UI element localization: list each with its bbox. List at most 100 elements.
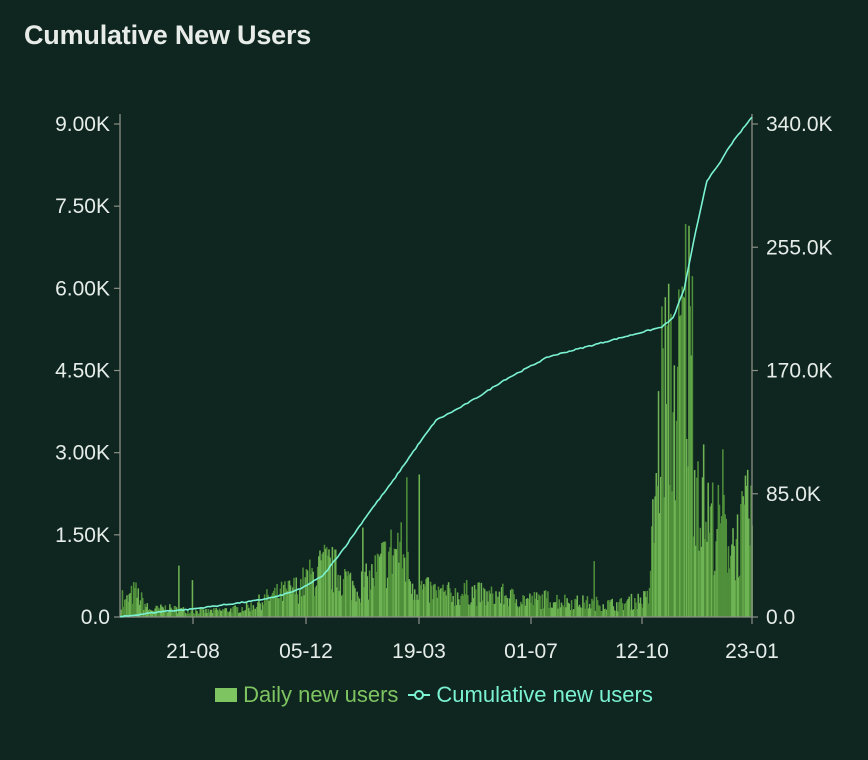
- daily-bar: [603, 609, 606, 617]
- daily-bar: [500, 587, 503, 617]
- daily-bar: [745, 485, 748, 617]
- daily-bar: [400, 522, 402, 617]
- daily-bar: [270, 595, 273, 617]
- daily-bar: [557, 608, 559, 617]
- daily-bar: [646, 590, 649, 617]
- daily-bar: [421, 589, 424, 617]
- daily-bar: [297, 603, 300, 617]
- daily-bar: [731, 544, 733, 617]
- daily-bar: [342, 579, 345, 617]
- daily-bar: [691, 276, 694, 617]
- daily-bar: [504, 595, 506, 617]
- daily-bar: [734, 580, 737, 617]
- daily-bar: [665, 404, 668, 617]
- daily-bar: [698, 550, 700, 617]
- daily-bar: [120, 609, 123, 617]
- daily-bar: [394, 549, 397, 617]
- legend-item-daily[interactable]: Daily new users: [215, 682, 398, 708]
- daily-bar: [650, 526, 653, 617]
- daily-bar: [438, 590, 441, 617]
- daily-bar: [707, 482, 709, 617]
- daily-bar: [240, 612, 242, 617]
- daily-bar: [349, 572, 352, 617]
- daily-bar: [542, 608, 545, 617]
- daily-bar: [459, 605, 461, 617]
- daily-bars-group: [119, 224, 753, 617]
- daily-bar: [324, 548, 327, 617]
- daily-bar: [175, 607, 178, 617]
- daily-bar: [191, 580, 194, 617]
- daily-bar: [130, 585, 133, 617]
- daily-bar: [144, 603, 146, 617]
- daily-bar: [253, 608, 256, 617]
- daily-bar: [338, 590, 340, 617]
- daily-bar: [722, 449, 724, 617]
- daily-bar: [180, 608, 182, 617]
- daily-bar: [635, 602, 637, 617]
- daily-bar: [713, 575, 715, 617]
- daily-bar: [714, 570, 716, 617]
- daily-bar: [570, 600, 573, 617]
- daily-bar: [290, 593, 293, 617]
- daily-bar: [418, 474, 421, 617]
- daily-bar: [152, 610, 154, 617]
- daily-bar: [575, 599, 577, 617]
- daily-bar: [687, 466, 689, 617]
- daily-bar: [664, 297, 667, 617]
- daily-bar: [505, 595, 507, 617]
- daily-bar: [416, 594, 418, 617]
- daily-bar: [196, 610, 198, 617]
- daily-bar: [403, 557, 406, 617]
- daily-bar: [584, 608, 586, 617]
- daily-bar: [512, 589, 514, 617]
- daily-bar: [583, 602, 585, 617]
- daily-bar: [205, 608, 207, 617]
- daily-bar: [202, 609, 205, 617]
- daily-bar: [474, 589, 477, 617]
- daily-bar: [609, 602, 611, 617]
- daily-bar: [693, 470, 696, 617]
- daily-bar: [281, 600, 284, 617]
- daily-bar: [590, 608, 592, 617]
- daily-bar: [463, 583, 466, 617]
- daily-bar: [511, 588, 513, 617]
- daily-bar: [208, 612, 211, 617]
- daily-bar: [199, 608, 202, 617]
- daily-bar: [588, 603, 591, 617]
- daily-bar: [213, 607, 215, 617]
- daily-bar: [259, 603, 261, 617]
- daily-bar: [424, 586, 426, 617]
- daily-bar: [412, 599, 415, 617]
- daily-bar: [246, 604, 249, 617]
- right-y-tick-label: 170.0K: [766, 360, 833, 383]
- legend-item-cumulative[interactable]: Cumulative new users: [408, 682, 653, 708]
- daily-bar: [287, 581, 290, 617]
- daily-bar: [283, 584, 285, 617]
- daily-bar: [606, 600, 609, 617]
- daily-bar: [241, 607, 243, 617]
- daily-bar: [654, 496, 656, 617]
- daily-bar: [375, 571, 378, 617]
- daily-bar: [490, 586, 493, 617]
- daily-bar: [679, 316, 681, 617]
- daily-bar: [293, 577, 295, 617]
- daily-bar: [214, 610, 216, 617]
- daily-bar: [289, 585, 292, 617]
- daily-bar: [210, 609, 213, 617]
- left-y-tick-label: 7.50K: [55, 195, 110, 218]
- daily-bar: [266, 589, 268, 617]
- daily-bar: [592, 600, 594, 617]
- daily-bar: [323, 544, 326, 617]
- daily-bar: [498, 591, 501, 617]
- daily-bar: [206, 613, 208, 617]
- daily-bar: [265, 600, 267, 617]
- daily-bar: [600, 610, 602, 617]
- daily-bar: [658, 513, 661, 617]
- daily-bar: [492, 603, 495, 617]
- daily-bar: [286, 590, 288, 617]
- daily-bar: [674, 500, 677, 617]
- daily-bar: [315, 585, 318, 617]
- daily-bar: [244, 610, 247, 617]
- daily-bar: [657, 391, 660, 617]
- daily-bar: [627, 599, 629, 617]
